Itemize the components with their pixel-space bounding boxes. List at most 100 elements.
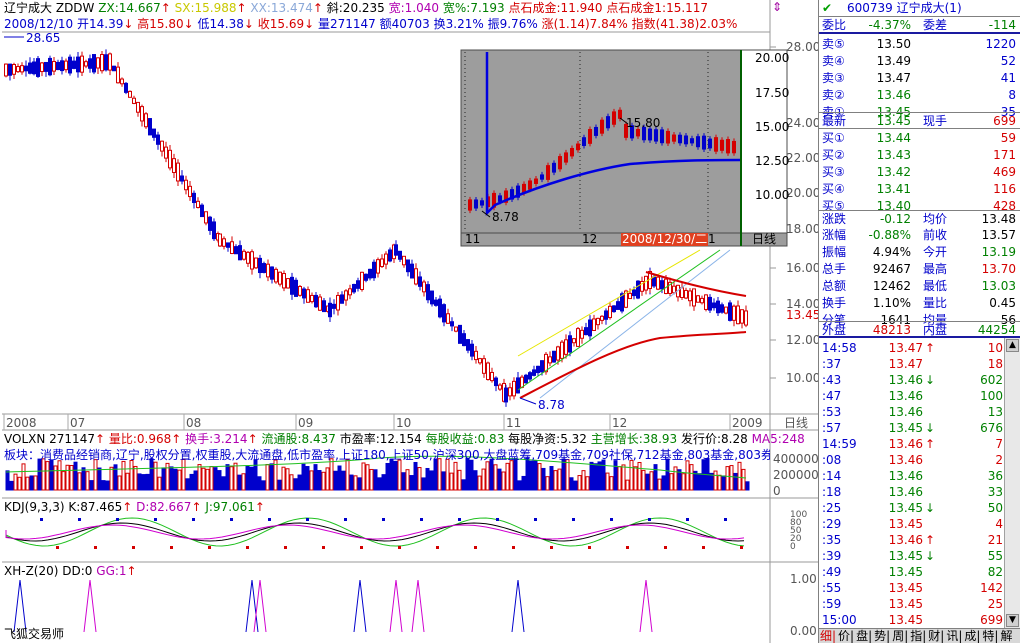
tick-volume: 13 [987,405,1003,419]
price-tick-label: 18.00 [786,222,821,236]
kdj-signal-dot [78,518,81,521]
order-price: 13.44 [876,131,911,145]
panel-tab[interactable]: 势| [874,629,891,643]
kdj-d-line [5,524,745,540]
inset-candle-body [468,199,472,211]
candle-body [88,58,92,69]
volume-header: VOLXN 271147↑ 量比:0.968↑ 换手:3.214↑ 流通股:8.… [4,432,805,446]
panel-tab[interactable]: 讯| [946,629,963,643]
lower-channel-line [539,249,731,399]
candle-body [438,298,442,318]
volume-bar [73,461,78,491]
kdj-signal-dot [724,518,727,521]
candle-body [388,249,392,262]
inset-candle-body [642,126,646,141]
volume-bar [49,459,54,491]
xianshou-value: 699 [993,114,1016,128]
app-footer: 飞狐交易师 [4,627,65,641]
panel-tab[interactable]: 财| [928,629,945,643]
kdj-d: D:82.667 [136,500,192,514]
low-marker: 8.78 [538,398,565,412]
volume-bar [561,458,566,491]
panel-tab[interactable]: 特| [982,629,999,643]
volume-bar [661,475,666,491]
volume-ma-line [5,455,747,479]
stat-value: 0.45 [989,296,1016,310]
volume-bar [353,475,358,491]
weicha-label: 委差 [923,18,948,32]
candle-body [640,280,644,292]
panel-tab[interactable]: 细| [820,629,837,643]
volume-bar [349,474,354,491]
scroll-down-icon[interactable]: ▼ [1006,614,1019,627]
inset-price-tick: 12.50 [755,154,790,168]
kdj-j: J:97.061 [205,500,255,514]
kdj-signal-dot [94,546,97,549]
quote-panel: ✔ 600739 辽宁成大(1) 委比 -4.37% 委差 -114 卖⑤ 13… [818,0,1020,643]
panel-tab[interactable]: 指| [910,629,927,643]
up-arrow-icon: ↑ [126,564,137,578]
up-arrow-icon: ↓ [304,17,315,31]
tick-scrollbar[interactable]: ▲ ▼ [1004,338,1020,628]
candle-body [384,253,388,265]
volume-bar [745,481,750,491]
kdj-signal-dot [572,518,575,521]
kdj-j-line [5,517,745,547]
candle-body [200,204,204,218]
panel-tab[interactable]: 价| [838,629,855,643]
tick-time: :49 [822,565,842,579]
candle-body [44,61,48,72]
candle-body [486,362,490,381]
candle-body [708,296,712,311]
scroll-up-icon[interactable]: ▲ [1006,339,1019,352]
volume-bar [173,468,178,491]
candle-body [580,329,584,339]
candle-body [48,57,52,76]
volume-bar [741,468,746,491]
panel-tab[interactable]: 解 [1000,629,1013,643]
tick-row: :55 13.45 142 [819,580,1005,596]
stat-value: 13.70 [981,262,1016,276]
xhz-tick-label: 0.00 [790,624,817,638]
tick-price: 13.46 [888,405,923,419]
stat-label: 最低 [923,279,948,293]
volume-bar [677,469,682,491]
xhz-spike [253,579,267,633]
candle-body [322,300,326,313]
volume-bar [413,461,418,491]
tick-price: 13.45 [888,421,923,435]
tick-volume: 10 [987,341,1003,355]
inset-candle-body [666,130,670,144]
ma5: MA5:248 [751,432,805,446]
volume-bar [469,459,474,491]
volume-bar [537,463,542,491]
check-icon[interactable]: ✔ [822,1,833,15]
candle-body [250,251,254,270]
stat-label: 总手 [822,262,847,276]
candle-body [242,250,246,260]
inset-candle-body [600,119,604,134]
volume-bar [321,471,326,491]
scroll-arrow-icon[interactable]: ⇕ [772,0,783,14]
candle-body [28,62,32,74]
volume-bar [641,469,646,491]
candle-body [32,61,36,75]
candle-body [426,284,430,301]
tick-volume: 699 [980,613,1003,627]
inset-candle-body [684,135,688,145]
candle-body [394,244,398,256]
stat-label: 分笔 [822,313,847,327]
volume-bar [425,467,430,491]
panel-tab[interactable]: 盘| [856,629,873,643]
chart-area[interactable] [0,0,818,643]
inset-candle-body [564,152,568,163]
inset-candle-body [588,129,592,144]
stat-value: -0.88% [868,228,911,242]
volume-bar [665,458,670,491]
candle-body [632,289,636,297]
volume-bar [133,465,138,491]
tick-price: 13.45 [888,549,923,563]
panel-tab[interactable]: 成| [964,629,981,643]
volume-bar [213,467,218,491]
panel-tab[interactable]: 周| [892,629,909,643]
